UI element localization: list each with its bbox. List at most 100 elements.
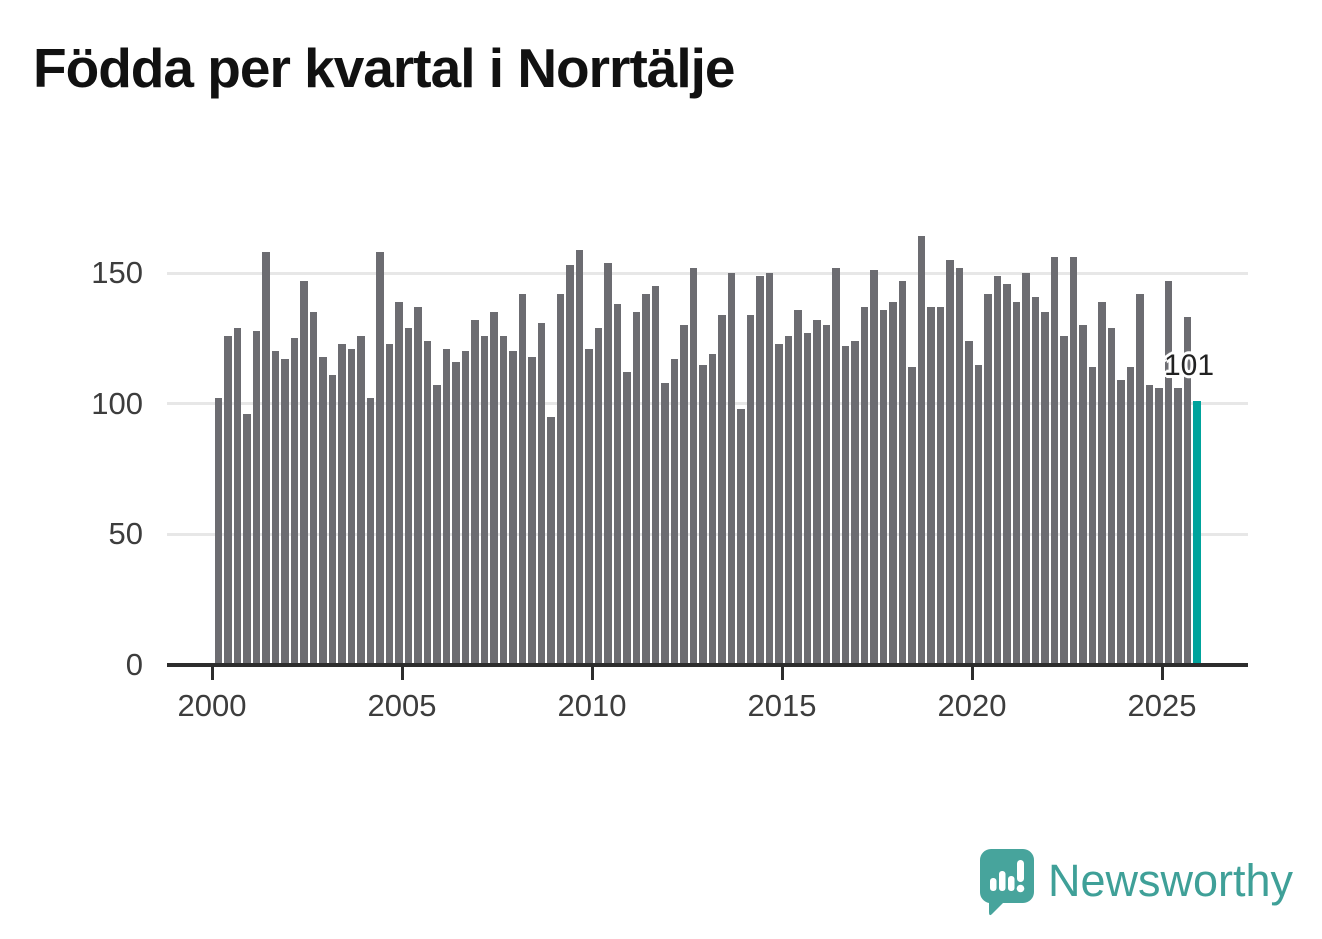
bar-2009-q3 bbox=[575, 249, 584, 665]
bar-2024-q3 bbox=[1145, 385, 1154, 665]
bar-2007-q3 bbox=[499, 335, 508, 665]
bar-2000-q3 bbox=[233, 327, 242, 665]
x-tick-label-2015: 2015 bbox=[747, 688, 817, 723]
bar-2013-q1 bbox=[708, 354, 717, 665]
bar-2007-q2 bbox=[490, 312, 498, 665]
bar-2020-q4 bbox=[1003, 283, 1011, 665]
newsworthy-bubble-icon bbox=[979, 849, 1034, 916]
bar-2003-q4 bbox=[357, 335, 365, 665]
y-tick-label-150: 150 bbox=[91, 255, 143, 291]
y-tick-label-50: 50 bbox=[108, 516, 143, 552]
bar-2023-q2 bbox=[1098, 301, 1106, 665]
bar-2022-q3 bbox=[1069, 257, 1078, 665]
bar-2014-q4 bbox=[775, 343, 783, 665]
bar-2017-q1 bbox=[860, 307, 869, 665]
bar-2015-q3 bbox=[803, 333, 812, 665]
bar-2005-q3 bbox=[423, 340, 432, 665]
bar-2019-q3 bbox=[955, 267, 964, 665]
bar-2008-q2 bbox=[528, 356, 536, 665]
newsworthy-logo: Newsworthy bbox=[978, 847, 1308, 919]
bar-2012-q2 bbox=[680, 325, 688, 665]
bar-2006-q2 bbox=[452, 361, 460, 665]
bar-2004-q3 bbox=[385, 343, 394, 665]
bar-2002-q1 bbox=[290, 338, 299, 665]
bar-2025-q1 bbox=[1164, 280, 1173, 665]
x-tick-label-2020: 2020 bbox=[937, 688, 1007, 723]
bar-2004-q4 bbox=[395, 301, 403, 665]
bar-2020-q2 bbox=[984, 293, 992, 665]
bar-2002-q4 bbox=[319, 356, 327, 665]
y-gridline-150 bbox=[167, 271, 1248, 275]
bar-2023-q1 bbox=[1088, 367, 1097, 665]
bar-2024-q1 bbox=[1126, 367, 1135, 665]
y-gridline-100 bbox=[167, 402, 1248, 406]
bar-2025-q4 bbox=[1193, 401, 1201, 665]
bar-2018-q3 bbox=[917, 236, 926, 665]
y-gridline-50 bbox=[167, 532, 1248, 536]
bar-2008-q4 bbox=[547, 416, 555, 665]
logo-bar-1 bbox=[990, 878, 997, 891]
bar-2001-q4 bbox=[281, 359, 289, 665]
bar-2005-q1 bbox=[404, 327, 413, 665]
bar-2014-q3 bbox=[765, 273, 774, 665]
latest-value-annotation: 101 bbox=[1163, 349, 1215, 382]
bar-2021-q2 bbox=[1022, 273, 1030, 665]
bar-2016-q3 bbox=[841, 346, 850, 665]
bar-2015-q4 bbox=[813, 320, 821, 665]
bar-2022-q2 bbox=[1060, 335, 1068, 665]
bar-2023-q4 bbox=[1117, 380, 1125, 665]
logo-exclamation-dot bbox=[1016, 884, 1025, 893]
bar-2009-q4 bbox=[585, 348, 593, 665]
speech-bubble-shape bbox=[979, 849, 1034, 916]
bar-2018-q2 bbox=[908, 367, 916, 665]
bar-2016-q2 bbox=[832, 267, 840, 665]
bar-2010-q1 bbox=[594, 327, 603, 665]
bar-2016-q4 bbox=[851, 340, 859, 665]
logo-bar-2 bbox=[999, 871, 1006, 891]
bar-2010-q4 bbox=[623, 372, 631, 665]
x-tick-2020 bbox=[970, 667, 974, 680]
bar-2000-q4 bbox=[243, 414, 251, 665]
bar-2023-q3 bbox=[1107, 327, 1116, 665]
y-tick-label-100: 100 bbox=[91, 385, 143, 421]
bar-2013-q2 bbox=[718, 314, 726, 665]
bar-2001-q3 bbox=[271, 351, 280, 665]
bar-2005-q2 bbox=[414, 307, 422, 665]
bar-2021-q4 bbox=[1041, 312, 1049, 665]
bar-2001-q2 bbox=[262, 252, 270, 665]
x-tick-2015 bbox=[780, 667, 784, 680]
bar-2012-q1 bbox=[670, 359, 679, 665]
bar-2024-q2 bbox=[1136, 293, 1144, 665]
bar-2016-q1 bbox=[822, 325, 831, 665]
bar-2006-q4 bbox=[471, 320, 479, 665]
bar-2025-q2 bbox=[1174, 388, 1182, 665]
bar-2006-q3 bbox=[461, 351, 470, 665]
bar-2024-q4 bbox=[1155, 388, 1163, 665]
bar-2019-q4 bbox=[965, 340, 973, 665]
bar-2011-q3 bbox=[651, 286, 660, 665]
bar-2011-q1 bbox=[632, 312, 641, 665]
bar-2017-q4 bbox=[889, 301, 897, 665]
x-tick-label-2000: 2000 bbox=[177, 688, 247, 723]
x-tick-label-2010: 2010 bbox=[557, 688, 627, 723]
x-tick-2025 bbox=[1160, 667, 1164, 680]
bar-2004-q2 bbox=[376, 252, 384, 665]
bar-2005-q4 bbox=[433, 385, 441, 665]
bar-2025-q3 bbox=[1183, 317, 1192, 665]
bar-2015-q1 bbox=[784, 335, 793, 665]
bar-2019-q1 bbox=[936, 307, 945, 665]
bar-2010-q3 bbox=[613, 304, 622, 665]
bar-2020-q3 bbox=[993, 275, 1002, 665]
bar-2011-q2 bbox=[642, 293, 650, 665]
bar-2014-q1 bbox=[746, 314, 755, 665]
bar-2002-q2 bbox=[300, 280, 308, 665]
bar-2004-q1 bbox=[366, 398, 375, 665]
logo-bar-3 bbox=[1008, 876, 1015, 891]
bar-2019-q2 bbox=[946, 259, 954, 665]
bar-2002-q3 bbox=[309, 312, 318, 665]
bar-2012-q4 bbox=[699, 364, 707, 665]
bar-2000-q2 bbox=[224, 335, 232, 665]
x-tick-2000 bbox=[210, 667, 214, 680]
